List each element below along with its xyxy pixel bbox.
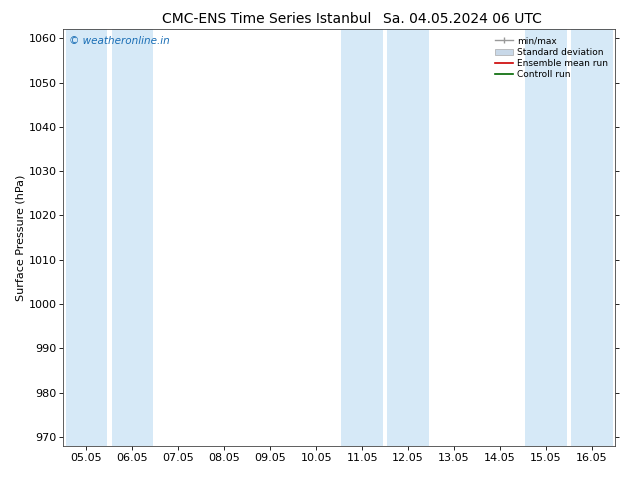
Text: © weatheronline.in: © weatheronline.in: [69, 36, 170, 46]
Bar: [571, 29, 612, 446]
Text: Sa. 04.05.2024 06 UTC: Sa. 04.05.2024 06 UTC: [384, 12, 542, 26]
Legend: min/max, Standard deviation, Ensemble mean run, Controll run: min/max, Standard deviation, Ensemble me…: [493, 34, 611, 82]
Y-axis label: Surface Pressure (hPa): Surface Pressure (hPa): [16, 174, 25, 301]
Bar: [526, 29, 567, 446]
Bar: [387, 29, 429, 446]
Bar: [342, 29, 383, 446]
Bar: [66, 29, 107, 446]
Text: CMC-ENS Time Series Istanbul: CMC-ENS Time Series Istanbul: [162, 12, 371, 26]
Bar: [112, 29, 153, 446]
